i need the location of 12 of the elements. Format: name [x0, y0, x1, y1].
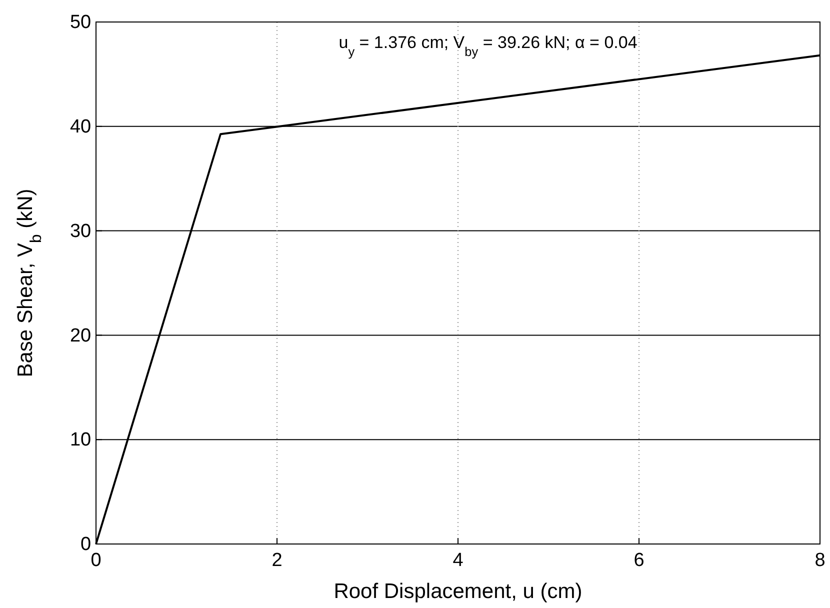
x-tick-label: 8	[814, 550, 826, 571]
y-tick-label: 0	[80, 534, 92, 556]
x-axis-title: Roof Displacement, u (cm)	[334, 580, 582, 603]
y-tick-label: 50	[70, 12, 92, 34]
x-tick-label: 2	[272, 550, 282, 571]
annotation: u$_{y}$ = 1.376 cm; V$_{by}$ = 39.26 kN; α = 0.04	[338, 33, 638, 58]
y-tick-label: 40	[70, 116, 92, 138]
y-tick-label: 10	[70, 430, 92, 451]
y-tick-label: 20	[70, 325, 92, 346]
y-tick-label: 30	[70, 220, 92, 242]
x-tick-label: 4	[452, 550, 464, 571]
x-tick-label: 6	[634, 550, 644, 571]
